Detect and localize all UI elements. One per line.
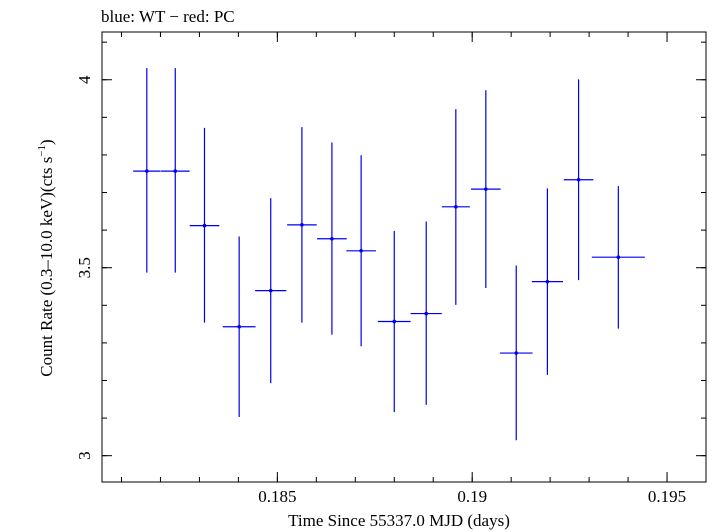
plot-frame xyxy=(101,31,707,483)
data-point-marker xyxy=(330,236,334,241)
x-axis-label: Time Since 55337.0 MJD (days) xyxy=(288,511,510,530)
data-point-marker xyxy=(359,248,363,253)
data-point-marker xyxy=(268,288,273,293)
data-point xyxy=(563,79,594,281)
data-point xyxy=(410,221,442,405)
axis-ticks xyxy=(102,32,707,482)
y-tick-label: 4 xyxy=(75,75,94,84)
data-point-marker xyxy=(202,223,207,228)
y-tick-label: 3 xyxy=(75,451,94,460)
x-tick-label: 0.195 xyxy=(648,487,686,506)
y-tick-label: 3.5 xyxy=(75,257,94,278)
axis-tick-labels: 0.185 0.19 0.195 3 3.5 4 xyxy=(75,75,686,506)
data-point-marker xyxy=(300,223,304,227)
chart-legend-title: blue: WT − red: PC xyxy=(101,7,235,26)
data-point xyxy=(160,68,190,273)
data-points xyxy=(133,68,645,441)
data-point-marker xyxy=(576,177,581,182)
x-tick-label: 0.19 xyxy=(457,487,487,506)
data-point xyxy=(133,68,161,273)
data-point xyxy=(287,127,317,323)
data-point-marker xyxy=(484,187,488,191)
data-point xyxy=(377,230,411,413)
data-point-marker xyxy=(424,311,429,316)
data-point-marker xyxy=(454,205,458,209)
data-point xyxy=(317,142,347,335)
data-point-marker xyxy=(545,279,550,284)
data-point xyxy=(531,188,563,375)
data-point xyxy=(591,186,645,329)
y-axis-label: Count Rate (0.3–10.0 keV)(cts s−1) xyxy=(36,139,56,376)
data-point xyxy=(222,236,256,417)
data-point xyxy=(346,155,376,347)
data-point xyxy=(441,109,470,305)
data-point xyxy=(499,265,533,441)
data-point xyxy=(471,90,501,289)
data-point-marker xyxy=(514,351,519,355)
data-point-marker xyxy=(173,169,178,173)
data-point-marker xyxy=(145,169,149,173)
data-point-marker xyxy=(392,319,397,324)
x-tick-label: 0.185 xyxy=(258,487,296,506)
data-point-marker xyxy=(616,255,621,259)
data-point xyxy=(189,127,220,323)
data-point xyxy=(255,198,287,384)
data-point-marker xyxy=(237,324,241,329)
